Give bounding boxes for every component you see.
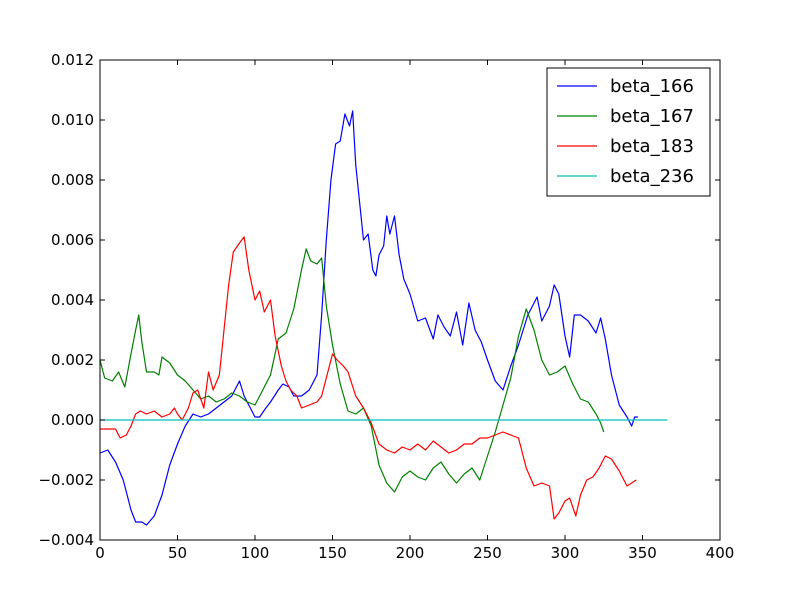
- x-tick-label: 0: [95, 544, 105, 562]
- x-tick-label: 350: [628, 544, 657, 562]
- x-tick-label: 150: [318, 544, 347, 562]
- legend-label-beta_236: beta_236: [610, 166, 694, 187]
- y-tick-label: 0.012: [51, 51, 94, 69]
- series-line-beta_167: [99, 248, 605, 493]
- y-tick-label: −0.004: [38, 531, 94, 549]
- y-tick-label: 0.004: [51, 291, 94, 309]
- x-tick-label: 400: [706, 544, 735, 562]
- x-tick-label: 50: [168, 544, 187, 562]
- y-tick-label: 0.010: [51, 111, 94, 129]
- axes-layer: 0 50 100 150 200 250 300 350 400 −0.004 −0.002 0.00…: [38, 51, 734, 562]
- y-tick-label: 0.008: [51, 171, 94, 189]
- legend: beta_166 beta_167 beta_183 beta_236: [546, 67, 711, 197]
- x-tick-label: 100: [241, 544, 270, 562]
- series-layer: [99, 110, 668, 526]
- legend-label-beta_166: beta_166: [610, 76, 694, 97]
- x-tick-label: 200: [396, 544, 425, 562]
- legend-label-beta_167: beta_167: [610, 106, 694, 127]
- y-tick-label: 0.002: [51, 351, 94, 369]
- y-tick-label: −0.002: [38, 471, 94, 489]
- x-tick-label: 250: [473, 544, 502, 562]
- legend-label-beta_183: beta_183: [610, 136, 694, 157]
- y-tick-label: 0.006: [51, 231, 94, 249]
- y-tick-label: 0.000: [51, 411, 94, 429]
- series-line-beta_166: [99, 110, 638, 526]
- series-line-beta_183: [100, 236, 637, 520]
- legend-box: [546, 67, 711, 197]
- x-tick-label: 300: [551, 544, 580, 562]
